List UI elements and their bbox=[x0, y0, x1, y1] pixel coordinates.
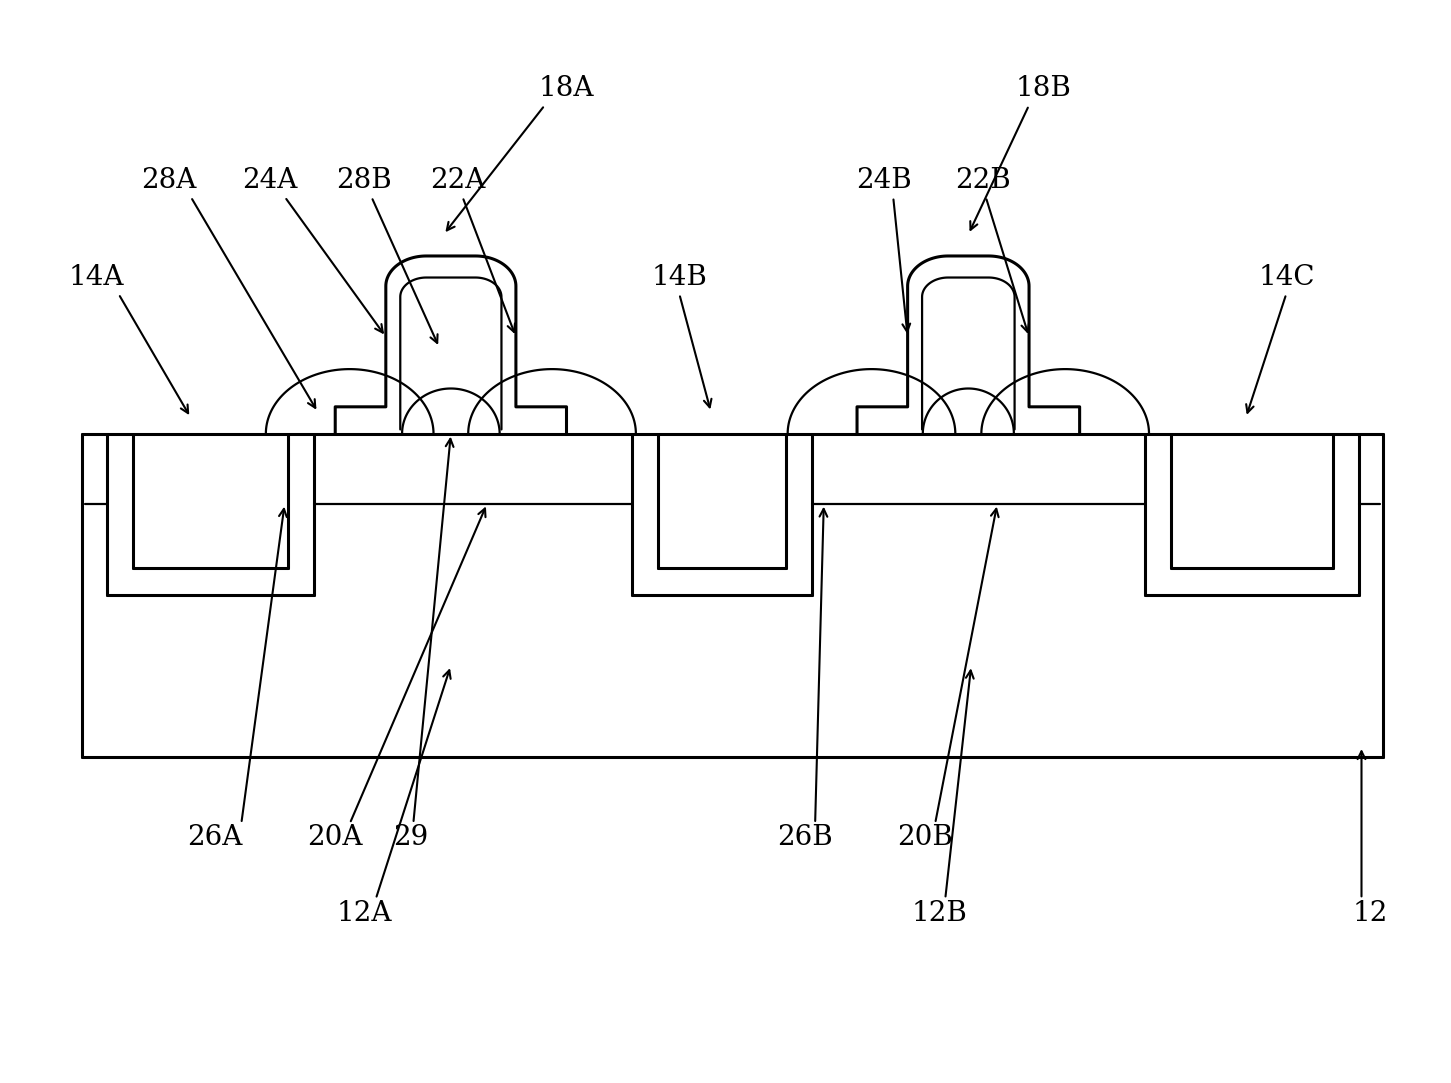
Text: 29: 29 bbox=[393, 824, 428, 851]
Text: 12: 12 bbox=[1352, 900, 1387, 927]
Text: 18B: 18B bbox=[1016, 76, 1071, 103]
Text: 14C: 14C bbox=[1258, 264, 1315, 291]
Text: 24B: 24B bbox=[856, 167, 913, 194]
Text: 14A: 14A bbox=[70, 264, 125, 291]
Text: 26B: 26B bbox=[778, 824, 833, 851]
Text: 20B: 20B bbox=[897, 824, 953, 851]
Text: 24A: 24A bbox=[242, 167, 297, 194]
Text: 12A: 12A bbox=[337, 900, 392, 927]
Text: 28A: 28A bbox=[141, 167, 197, 194]
Text: 28B: 28B bbox=[337, 167, 392, 194]
Text: 14B: 14B bbox=[651, 264, 707, 291]
Text: 26A: 26A bbox=[187, 824, 242, 851]
Text: 18A: 18A bbox=[538, 76, 595, 103]
Text: 22B: 22B bbox=[955, 167, 1011, 194]
Text: 22A: 22A bbox=[431, 167, 486, 194]
Text: 20A: 20A bbox=[308, 824, 363, 851]
Text: 12B: 12B bbox=[911, 900, 968, 927]
